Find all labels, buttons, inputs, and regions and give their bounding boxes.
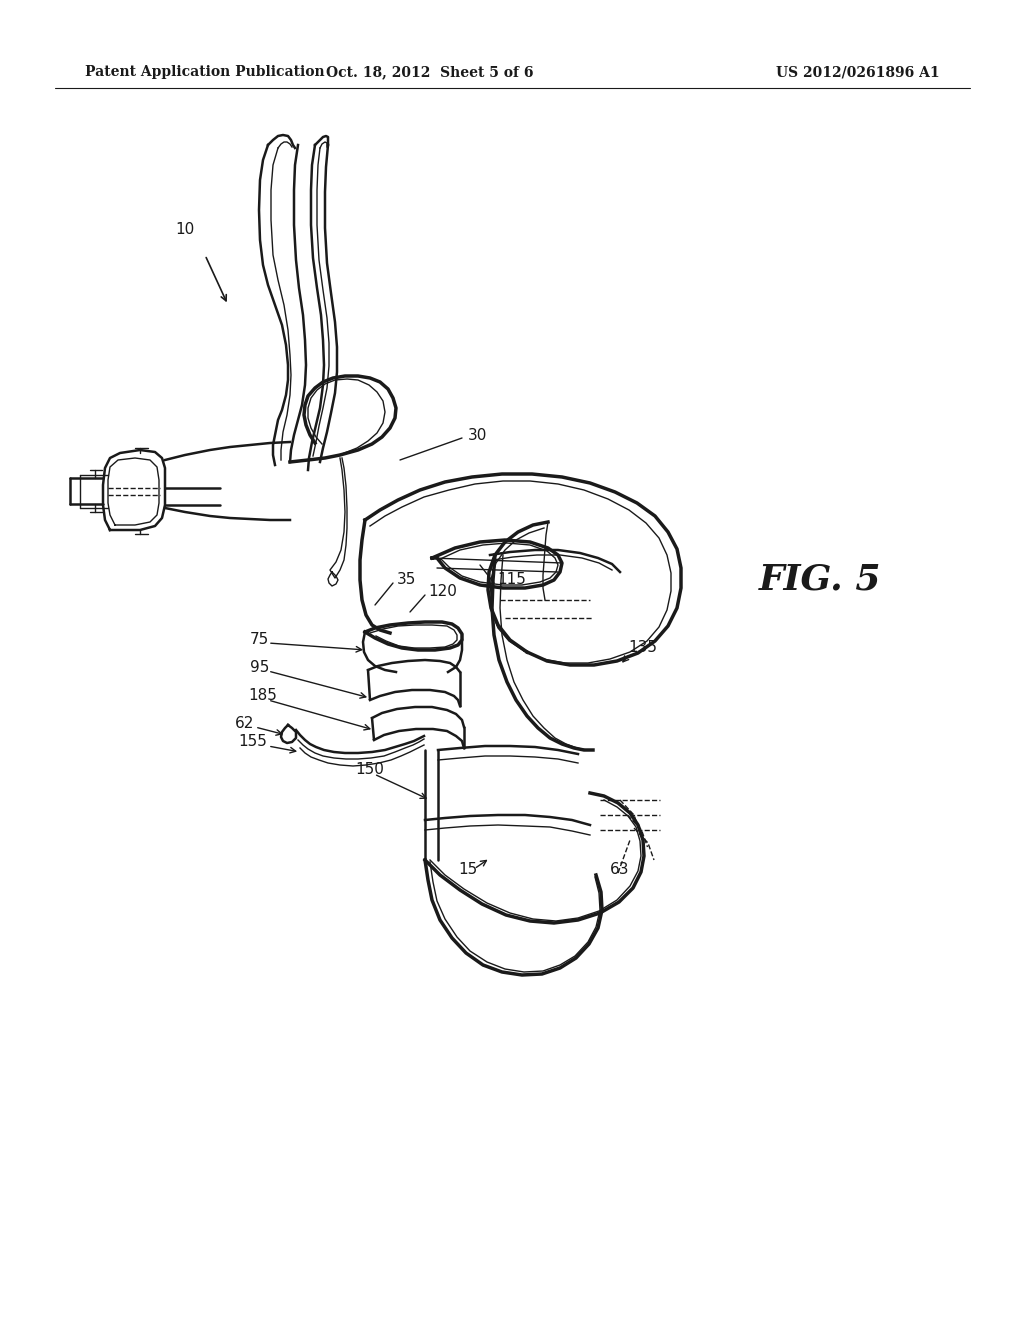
Text: 95: 95: [250, 660, 269, 676]
Text: FIG. 5: FIG. 5: [759, 564, 882, 597]
Text: 35: 35: [397, 573, 417, 587]
Text: Oct. 18, 2012  Sheet 5 of 6: Oct. 18, 2012 Sheet 5 of 6: [327, 65, 534, 79]
Text: 155: 155: [238, 734, 267, 750]
Text: 75: 75: [250, 632, 269, 648]
Text: 185: 185: [248, 688, 276, 702]
Text: 115: 115: [497, 573, 526, 587]
Text: Patent Application Publication: Patent Application Publication: [85, 65, 325, 79]
Text: 10: 10: [175, 223, 195, 238]
Text: 63: 63: [610, 862, 630, 878]
Text: US 2012/0261896 A1: US 2012/0261896 A1: [776, 65, 940, 79]
Text: 62: 62: [234, 715, 254, 730]
Text: 120: 120: [428, 585, 457, 599]
Text: 30: 30: [468, 428, 487, 442]
Text: 135: 135: [628, 640, 657, 656]
Text: 150: 150: [355, 763, 384, 777]
Text: 15: 15: [458, 862, 477, 878]
